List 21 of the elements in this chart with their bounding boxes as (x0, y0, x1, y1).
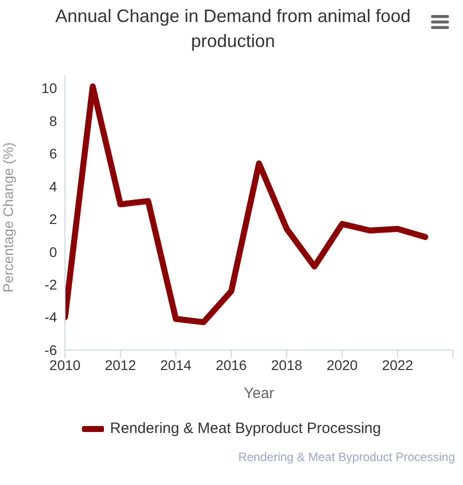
x-tick-label: 2014 (160, 356, 192, 373)
y-tick-label: 0 (49, 244, 58, 260)
y-tick-label: 6 (49, 146, 58, 162)
y-tick-label: -4 (44, 309, 58, 326)
y-tick-label: 4 (49, 178, 58, 194)
x-tick-label: 2016 (216, 356, 248, 373)
y-tick-label: 2 (49, 211, 58, 228)
y-tick-label: 8 (49, 112, 58, 129)
text: Rendering & Meat Byproduct Processing (238, 450, 455, 464)
x-tick-label: 2018 (271, 356, 302, 373)
x-tick-label: 2010 (49, 356, 81, 373)
x-tick-label: 2012 (104, 356, 136, 373)
y-tick-label: -2 (44, 276, 58, 292)
y-tick-label: -6 (44, 342, 58, 358)
chart-title: Annual Change in Demand from animal food production (54, 5, 412, 53)
x-tick-label: 2020 (326, 356, 358, 373)
y-axis-title: Percentage Change (%) (0, 142, 16, 292)
x-axis-title: Year (244, 385, 274, 402)
y-tick-label: 10 (41, 80, 58, 96)
legend-label: Rendering & Meat Byproduct Processing (110, 420, 381, 437)
x-tick-label: 2022 (382, 356, 414, 373)
